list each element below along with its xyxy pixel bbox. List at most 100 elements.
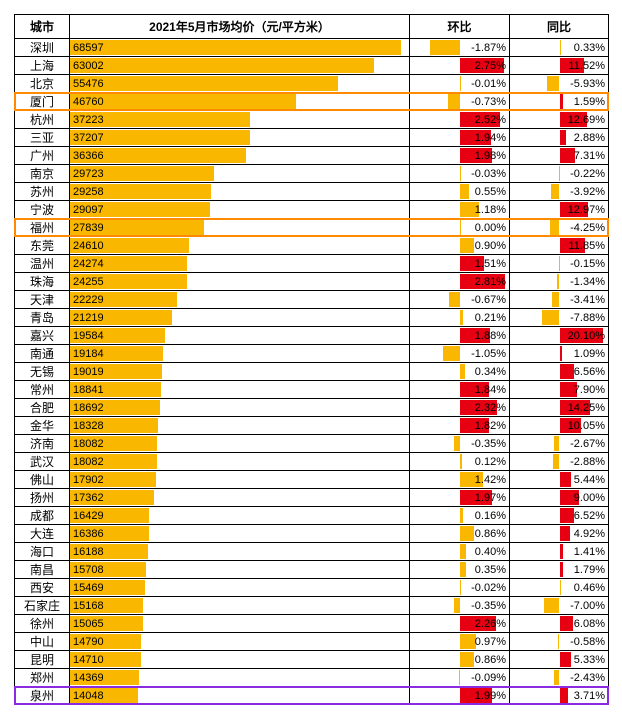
yoy-label: 10.05% [568,417,605,434]
table-row: 海口161880.40%1.41% [15,543,609,561]
table-row: 石家庄15168-0.35%-7.00% [15,597,609,615]
mom-label: -0.02% [471,579,506,596]
price-label: 37223 [73,111,104,128]
mom-label: -0.35% [471,597,506,614]
yoy-label: 5.44% [574,471,605,488]
mom-cell: -0.09% [410,669,510,687]
city-cell: 大连 [15,525,70,543]
yoy-cell: 12.97% [510,201,609,219]
mom-cell: 1.98% [410,147,510,165]
mom-label: 0.55% [475,183,506,200]
mom-label: 0.35% [475,561,506,578]
yoy-label: -3.41% [570,291,605,308]
yoy-cell: 7.90% [510,381,609,399]
table-row: 温州242741.51%-0.15% [15,255,609,273]
city-cell: 南昌 [15,561,70,579]
yoy-label: 2.88% [574,129,605,146]
city-cell: 南通 [15,345,70,363]
yoy-label: 12.97% [568,201,605,218]
yoy-cell: 20.10% [510,327,609,345]
yoy-label: 1.41% [574,543,605,560]
price-label: 15708 [73,561,104,578]
table-row: 广州363661.98%7.31% [15,147,609,165]
header-row: 城市 2021年5月市场均价（元/平方米） 环比 同比 [15,15,609,39]
price-cell: 18328 [70,417,410,435]
yoy-label: -0.15% [570,255,605,272]
mom-cell: 1.94% [410,129,510,147]
table-row: 南京29723-0.03%-0.22% [15,165,609,183]
yoy-label: 11.85% [569,237,606,254]
yoy-cell: 2.88% [510,129,609,147]
yoy-label: -2.43% [570,669,605,686]
mom-cell: 1.97% [410,489,510,507]
mom-label: 1.97% [475,489,506,506]
row-highlight [14,218,70,237]
price-bar [70,40,401,55]
city-cell: 金华 [15,417,70,435]
price-cell: 15469 [70,579,410,597]
city-cell: 北京 [15,75,70,93]
mom-cell: -1.05% [410,345,510,363]
city-cell: 珠海 [15,273,70,291]
price-cell: 17902 [70,471,410,489]
yoy-cell: 5.44% [510,471,609,489]
mom-cell: 0.86% [410,651,510,669]
table-row: 福州278390.00%-4.25% [15,219,609,237]
yoy-label: 20.10% [568,327,605,344]
mom-cell: 0.21% [410,309,510,327]
table-row: 大连163860.86%4.92% [15,525,609,543]
yoy-label: 1.09% [574,345,605,362]
mom-cell: 0.34% [410,363,510,381]
price-label: 46760 [73,93,104,110]
mom-cell: 1.42% [410,471,510,489]
price-label: 68597 [73,39,104,56]
price-cell: 68597 [70,39,410,57]
header-city: 城市 [15,15,70,39]
city-cell: 合肥 [15,399,70,417]
city-cell: 无锡 [15,363,70,381]
mom-cell: 0.35% [410,561,510,579]
mom-cell: -0.03% [410,165,510,183]
price-cell: 19584 [70,327,410,345]
city-cell: 杭州 [15,111,70,129]
table-row: 中山147900.97%-0.58% [15,633,609,651]
yoy-label: -4.25% [570,219,605,236]
mom-cell: 0.86% [410,525,510,543]
city-cell: 昆明 [15,651,70,669]
mom-cell: -0.73% [410,93,510,111]
table-row: 三亚372071.94%2.88% [15,129,609,147]
yoy-cell: 6.08% [510,615,609,633]
yoy-cell: -1.34% [510,273,609,291]
yoy-cell: -0.22% [510,165,609,183]
yoy-cell: 6.56% [510,363,609,381]
price-cell: 55476 [70,75,410,93]
price-label: 14369 [73,669,104,686]
yoy-cell: 7.31% [510,147,609,165]
city-cell: 常州 [15,381,70,399]
price-cell: 19184 [70,345,410,363]
price-label: 16386 [73,525,104,542]
price-label: 14710 [73,651,104,668]
mom-cell: -0.35% [410,597,510,615]
mom-label: 0.86% [475,651,506,668]
mom-label: 2.32% [475,399,506,416]
yoy-label: -2.67% [570,435,605,452]
mom-cell: 2.26% [410,615,510,633]
city-cell: 福州 [15,219,70,237]
mom-cell: 1.51% [410,255,510,273]
table-body: 深圳68597-1.87%0.33%上海630022.75%11.52%北京55… [15,39,609,705]
price-label: 63002 [73,57,104,74]
price-label: 19584 [73,327,104,344]
city-cell: 东莞 [15,237,70,255]
yoy-label: -5.93% [570,75,605,92]
yoy-cell: 11.85% [510,237,609,255]
yoy-label: -0.22% [570,165,605,182]
table-row: 宁波290971.18%12.97% [15,201,609,219]
city-cell: 济南 [15,435,70,453]
table-row: 常州188411.84%7.90% [15,381,609,399]
price-cell: 29723 [70,165,410,183]
mom-label: 0.00% [475,219,506,236]
mom-label: 1.42% [475,471,506,488]
mom-cell: 0.16% [410,507,510,525]
mom-cell: 1.88% [410,327,510,345]
